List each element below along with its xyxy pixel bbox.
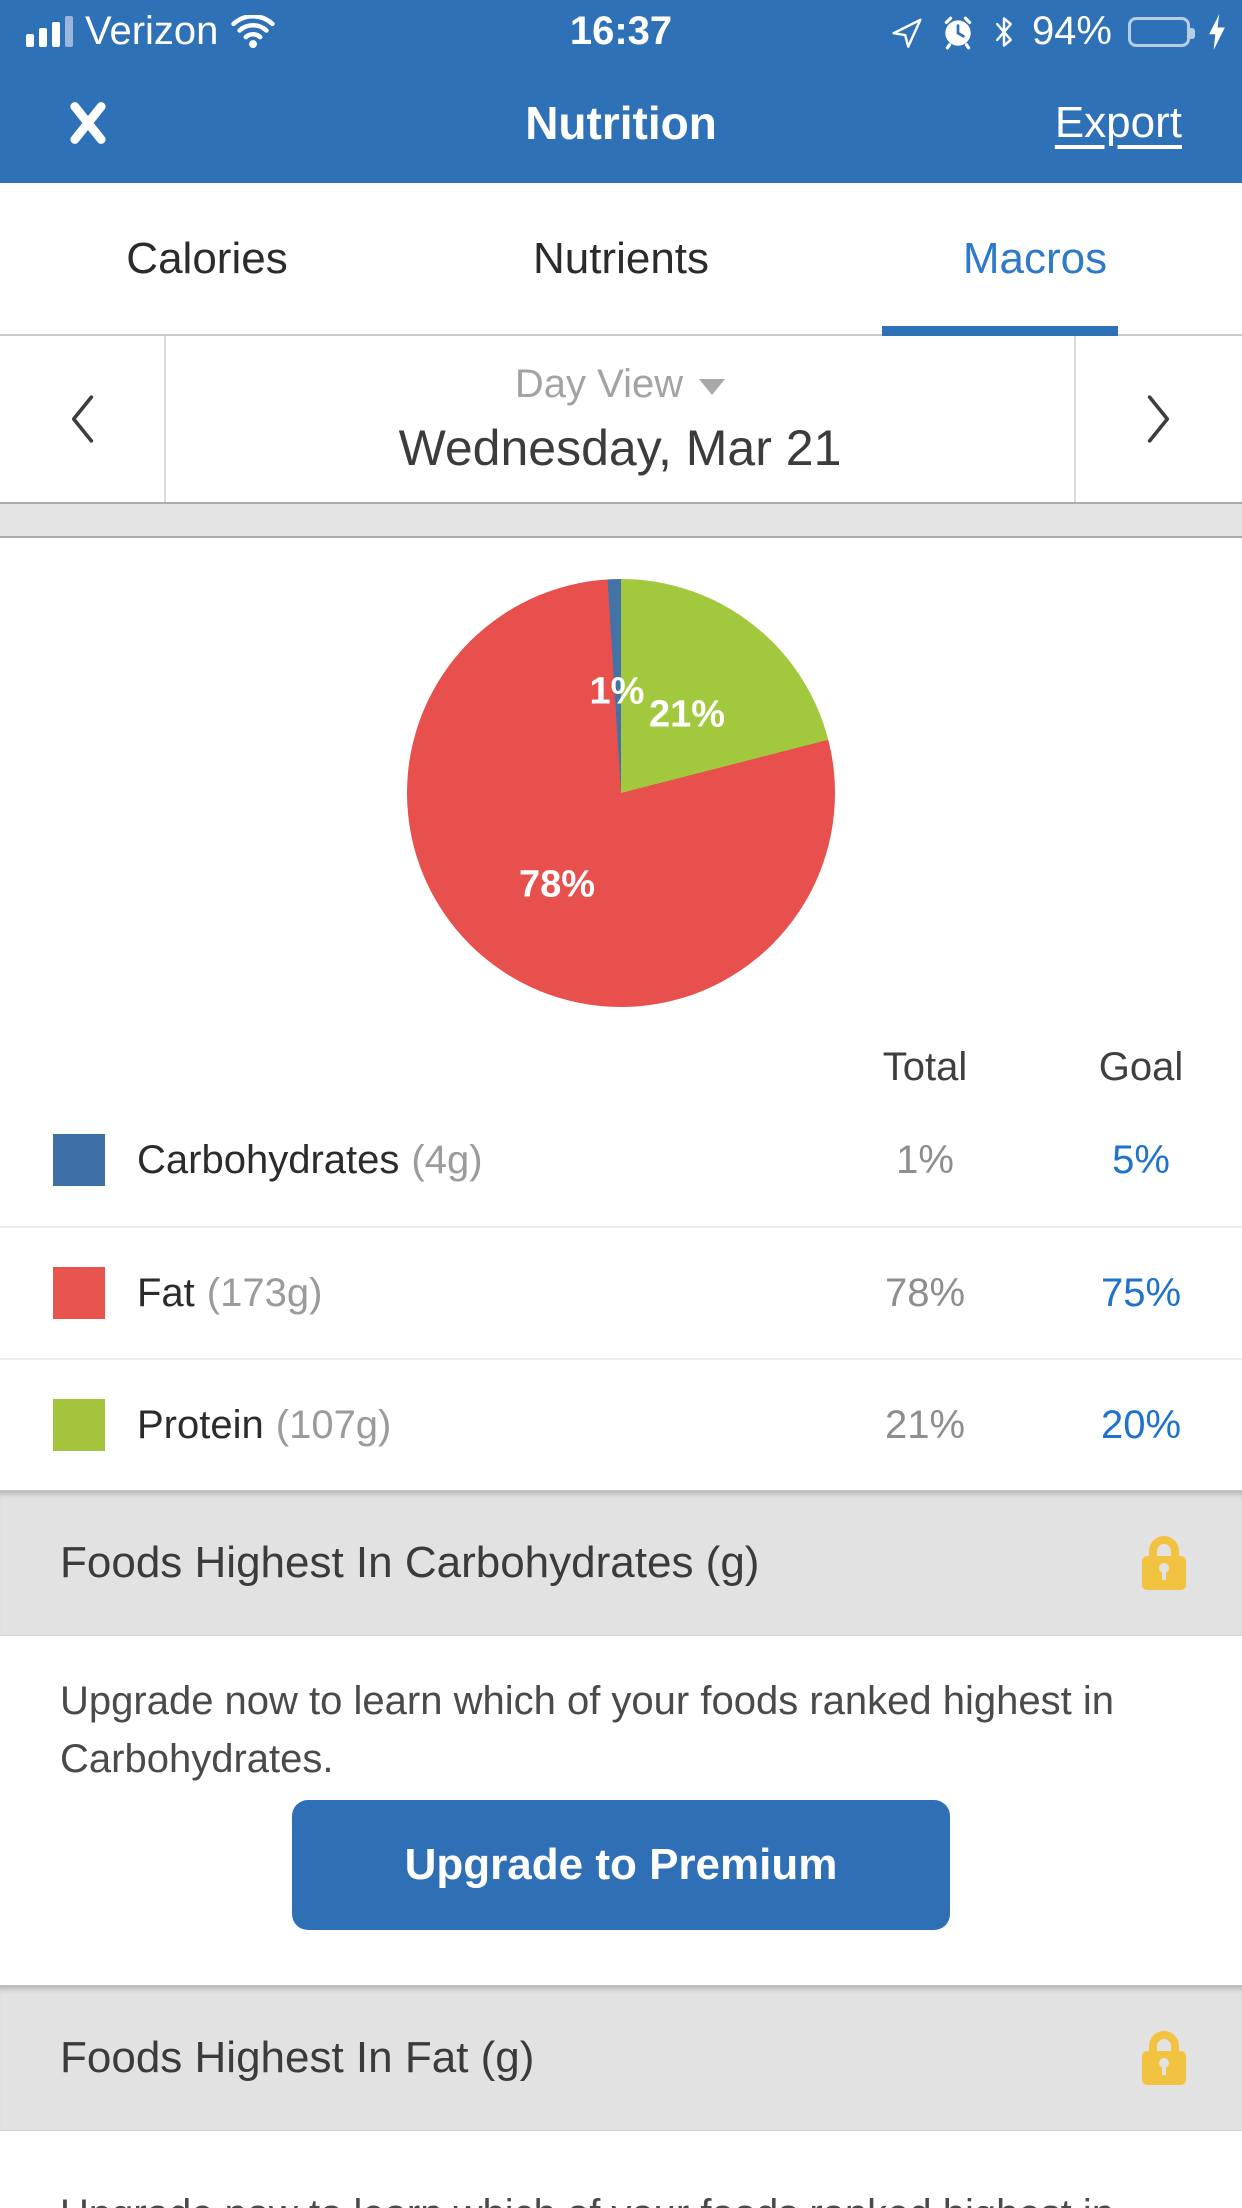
status-left-group: Verizon [0, 9, 276, 54]
pie-chart: 1% 21% 78% [407, 579, 835, 1007]
upgrade-to-premium-button[interactable]: Upgrade to Premium [292, 1800, 950, 1930]
nutrient-name: Protein [137, 1402, 264, 1447]
chevron-left-icon [71, 395, 94, 443]
section-header-fat[interactable]: Foods Highest In Fat (g) [0, 1985, 1242, 2131]
tab-nutrients[interactable]: Nutrients [532, 233, 710, 283]
macros-chart-area: 1% 21% 78% [0, 538, 1242, 1040]
nutrient-grams: (173g) [206, 1270, 323, 1315]
lock-icon [1142, 2031, 1186, 2085]
fat-color-swatch [53, 1267, 105, 1319]
charging-bolt-icon [1209, 13, 1225, 50]
protein-color-swatch [53, 1399, 105, 1451]
next-day-button[interactable] [1074, 336, 1242, 502]
upgrade-description: Upgrade now to learn which of your foods… [60, 2185, 1180, 2208]
pie-label-fat: 78% [518, 863, 596, 906]
pie-label-carbohydrates: 1% [589, 670, 645, 713]
goal-value: 20% [1100, 1402, 1182, 1447]
nutrient-grams: (4g) [411, 1137, 483, 1182]
legend-row-fat: Fat (173g) 78% 75% [0, 1226, 1242, 1358]
alarm-clock-icon [944, 16, 972, 49]
total-value: 21% [884, 1402, 966, 1447]
current-date-label: Wednesday, Mar 21 [398, 419, 842, 476]
clock-time: 16:37 [569, 9, 673, 53]
carrier-label: Verizon [85, 9, 219, 53]
export-button[interactable]: Export [1054, 98, 1182, 147]
legend-row-carbohydrates: Carbohydrates (4g) 1% 5% [0, 1094, 1242, 1226]
previous-day-button[interactable] [0, 336, 166, 502]
nutrient-name: Carbohydrates [137, 1137, 400, 1182]
location-arrow-icon [892, 18, 922, 48]
tab-bar: Calories Nutrients Macros [0, 183, 1242, 336]
tab-macros[interactable]: Macros [962, 233, 1108, 283]
carbohydrates-color-swatch [53, 1134, 105, 1186]
date-view-selector[interactable]: Day View Wednesday, Mar 21 [166, 336, 1074, 502]
total-value: 1% [896, 1137, 954, 1182]
upgrade-description: Upgrade now to learn which of your foods… [60, 1679, 1114, 1781]
date-navigator: Day View Wednesday, Mar 21 [0, 336, 1242, 504]
goal-column-header: Goal [1098, 1044, 1184, 1089]
close-icon[interactable] [66, 101, 110, 145]
cell-signal-icon [26, 16, 73, 47]
status-right-group: 94% [890, 9, 1228, 54]
chevron-right-icon [1147, 395, 1170, 443]
goal-value: 75% [1100, 1270, 1182, 1315]
goal-value: 5% [1112, 1137, 1170, 1182]
total-value: 78% [884, 1270, 966, 1315]
legend-row-protein: Protein (107g) 21% 20% [0, 1358, 1242, 1490]
pie-label-protein: 21% [648, 693, 726, 736]
active-tab-indicator [882, 326, 1118, 336]
wifi-icon [231, 14, 276, 48]
status-bar: Verizon 16:37 94% [0, 0, 1242, 63]
tab-calories[interactable]: Calories [126, 233, 288, 283]
section-header-carbohydrates[interactable]: Foods Highest In Carbohydrates (g) [0, 1490, 1242, 1636]
page-title: Nutrition [525, 97, 717, 149]
section-title: Foods Highest In Fat (g) [60, 2033, 535, 2082]
total-column-header: Total [882, 1044, 968, 1089]
bluetooth-icon [995, 16, 1012, 47]
battery-percent-label: 94% [1031, 9, 1112, 53]
nutrient-name: Fat [137, 1270, 195, 1315]
legend-header-row: Total Goal [0, 1040, 1242, 1094]
section-title: Foods Highest In Carbohydrates (g) [60, 1538, 760, 1587]
upgrade-promo-carbohydrates: Upgrade now to learn which of your foods… [0, 1636, 1242, 1985]
nav-bar: Nutrition Export [0, 63, 1242, 183]
view-mode-label: Day View [514, 361, 684, 406]
upgrade-promo-fat: Upgrade now to learn which of your foods… [0, 2131, 1242, 2208]
lock-icon [1142, 1536, 1186, 1590]
section-divider-strip [0, 504, 1242, 538]
nutrient-grams: (107g) [275, 1402, 392, 1447]
battery-icon [1128, 16, 1195, 47]
caret-down-icon [699, 379, 726, 395]
